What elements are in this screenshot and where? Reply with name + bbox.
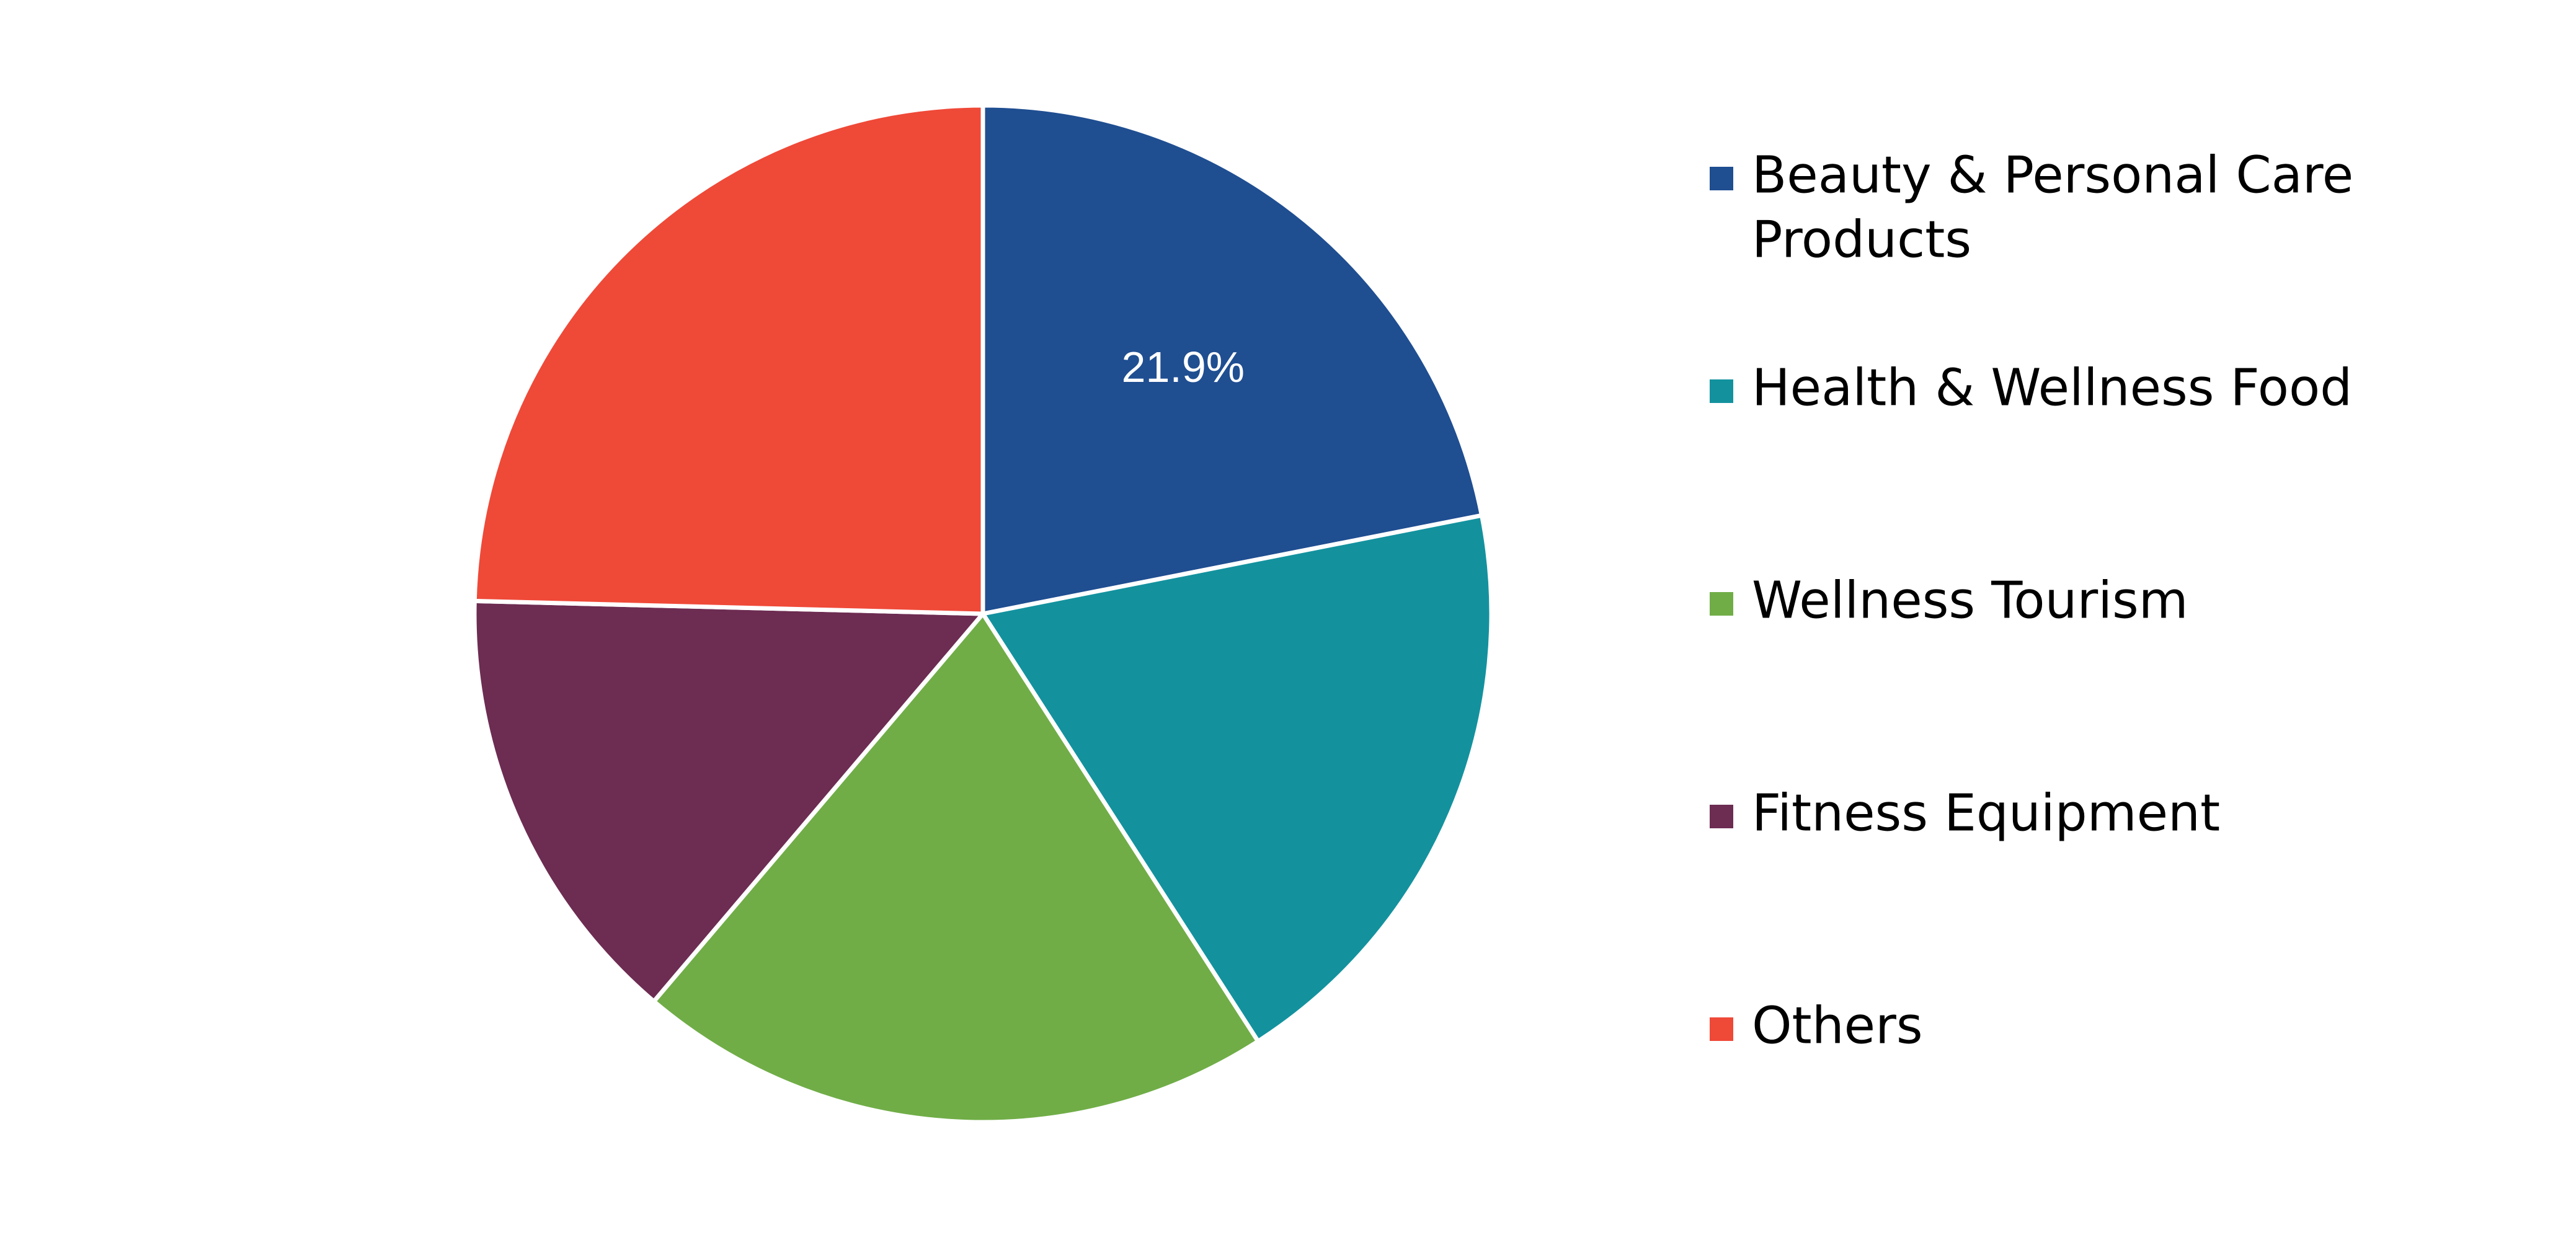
pie-slice-1 xyxy=(980,103,1484,616)
legend-marker-2 xyxy=(1710,379,1733,403)
legend-marker-3 xyxy=(1710,592,1733,616)
pie-slice-5 xyxy=(472,103,985,616)
pie-slice-2 xyxy=(980,513,1494,1044)
legend-item-4: Fitness Equipment xyxy=(1710,784,2220,843)
legend-item-3: Wellness Tourism xyxy=(1710,571,2188,630)
pie-data-label-1: 21.9% xyxy=(1122,343,1245,391)
legend-item-1: Beauty & Personal Care Products xyxy=(1710,146,2353,269)
legend-label-4: Fitness Equipment xyxy=(1752,784,2220,843)
pie-slice-4 xyxy=(472,598,985,1004)
legend-label-1: Beauty & Personal Care Products xyxy=(1752,146,2353,269)
legend-marker-5 xyxy=(1710,1017,1733,1041)
pie-data-labels: 21.9% xyxy=(1122,343,1245,391)
legend-label-5: Others xyxy=(1752,996,1923,1055)
pie-slices xyxy=(472,103,1494,1125)
legend-item-5: Others xyxy=(1710,996,1923,1055)
legend-item-2: Health & Wellness Food xyxy=(1710,358,2352,417)
legend: Beauty & Personal Care Products Health & W… xyxy=(1710,146,2353,1055)
legend-marker-1 xyxy=(1710,167,1733,190)
pie-slice-3 xyxy=(651,611,1261,1125)
legend-marker-4 xyxy=(1710,805,1733,828)
legend-label-2: Health & Wellness Food xyxy=(1752,358,2352,417)
legend-label-3: Wellness Tourism xyxy=(1752,571,2188,630)
